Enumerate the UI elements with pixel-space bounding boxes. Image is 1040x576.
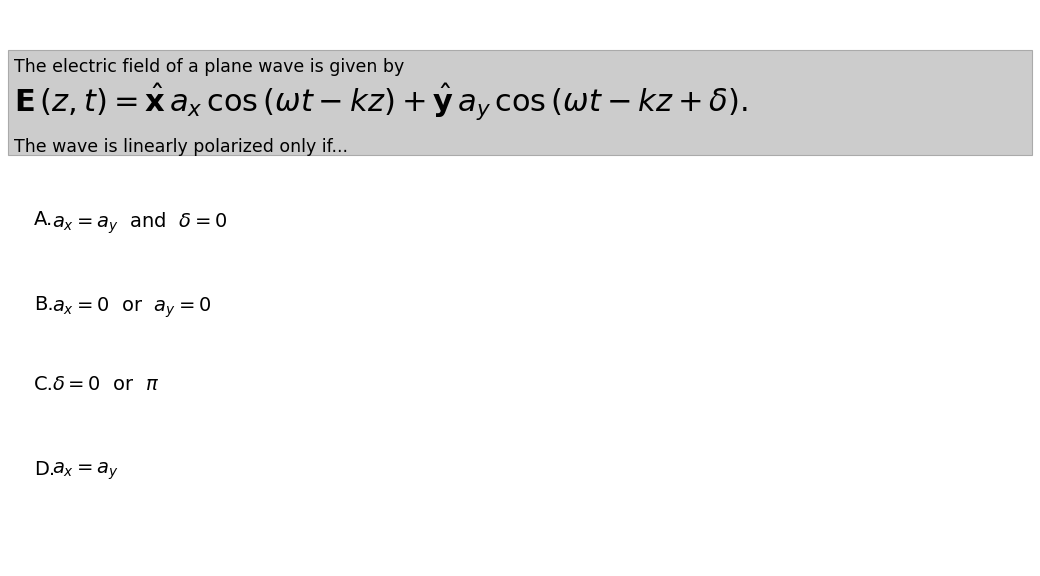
Text: B.: B.	[34, 295, 54, 314]
Text: D.: D.	[34, 460, 55, 479]
Text: $a_x = 0$  or  $a_y = 0$: $a_x = 0$ or $a_y = 0$	[52, 295, 211, 320]
FancyBboxPatch shape	[8, 50, 1032, 155]
Text: A.: A.	[34, 210, 53, 229]
Text: $a_x = a_y$  and  $\delta = 0$: $a_x = a_y$ and $\delta = 0$	[52, 210, 228, 236]
Text: The wave is linearly polarized only if...: The wave is linearly polarized only if..…	[14, 138, 348, 156]
Text: C.: C.	[34, 375, 54, 394]
Text: $a_x = a_y$: $a_x = a_y$	[52, 460, 119, 482]
Text: $\mathbf{E}\,(z,t) = \hat{\mathbf{x}}\, a_x\, \cos\left(\omega t - kz\right) + \: $\mathbf{E}\,(z,t) = \hat{\mathbf{x}}\, …	[14, 82, 748, 123]
Text: $\delta = 0$  or  $\pi$: $\delta = 0$ or $\pi$	[52, 375, 159, 394]
Text: The electric field of a plane wave is given by: The electric field of a plane wave is gi…	[14, 58, 405, 76]
